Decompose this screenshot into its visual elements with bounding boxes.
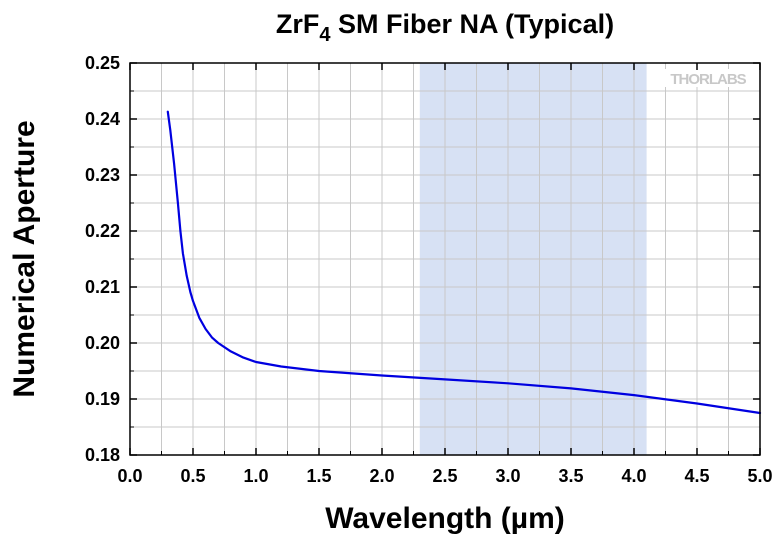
x-tick-label: 4.5 <box>684 466 709 486</box>
x-tick-label: 0.0 <box>117 466 142 486</box>
y-axis-label: Numerical Aperture <box>8 120 41 397</box>
y-tick-label: 0.20 <box>85 333 120 353</box>
y-ticks: 0.18 0.19 0.20 0.21 0.22 0.23 0.24 0.25 <box>85 53 760 465</box>
logo: THORLABS <box>662 69 754 88</box>
x-tick-label: 2.0 <box>369 466 394 486</box>
y-tick-label: 0.18 <box>85 445 120 465</box>
y-tick-label: 0.24 <box>85 109 120 129</box>
chart-title: ZrF4 SM Fiber NA (Typical) <box>276 9 614 46</box>
x-tick-label: 5.0 <box>747 466 772 486</box>
na-curve <box>166 110 762 415</box>
x-tick-label: 4.0 <box>621 466 646 486</box>
x-tick-label: 3.0 <box>495 466 520 486</box>
y-tick-label: 0.21 <box>85 277 120 297</box>
series-lines <box>166 110 762 415</box>
grid-lines <box>130 63 760 455</box>
y-tick-label: 0.23 <box>85 165 120 185</box>
x-tick-label: 0.5 <box>180 466 205 486</box>
logo-text: THORLABS <box>670 71 746 88</box>
y-tick-label: 0.25 <box>85 53 120 73</box>
y-tick-label: 0.22 <box>85 221 120 241</box>
x-tick-label: 3.5 <box>558 466 583 486</box>
x-tick-label: 1.5 <box>306 466 331 486</box>
y-tick-label: 0.19 <box>85 389 120 409</box>
x-ticks: 0.0 0.5 1.0 1.5 2.0 2.5 3.0 3.5 4.0 4.5 5.0 <box>117 63 773 486</box>
x-axis-label: Wavelength (µm) <box>325 502 565 535</box>
x-tick-label: 2.5 <box>432 466 457 486</box>
x-tick-label: 1.0 <box>243 466 268 486</box>
